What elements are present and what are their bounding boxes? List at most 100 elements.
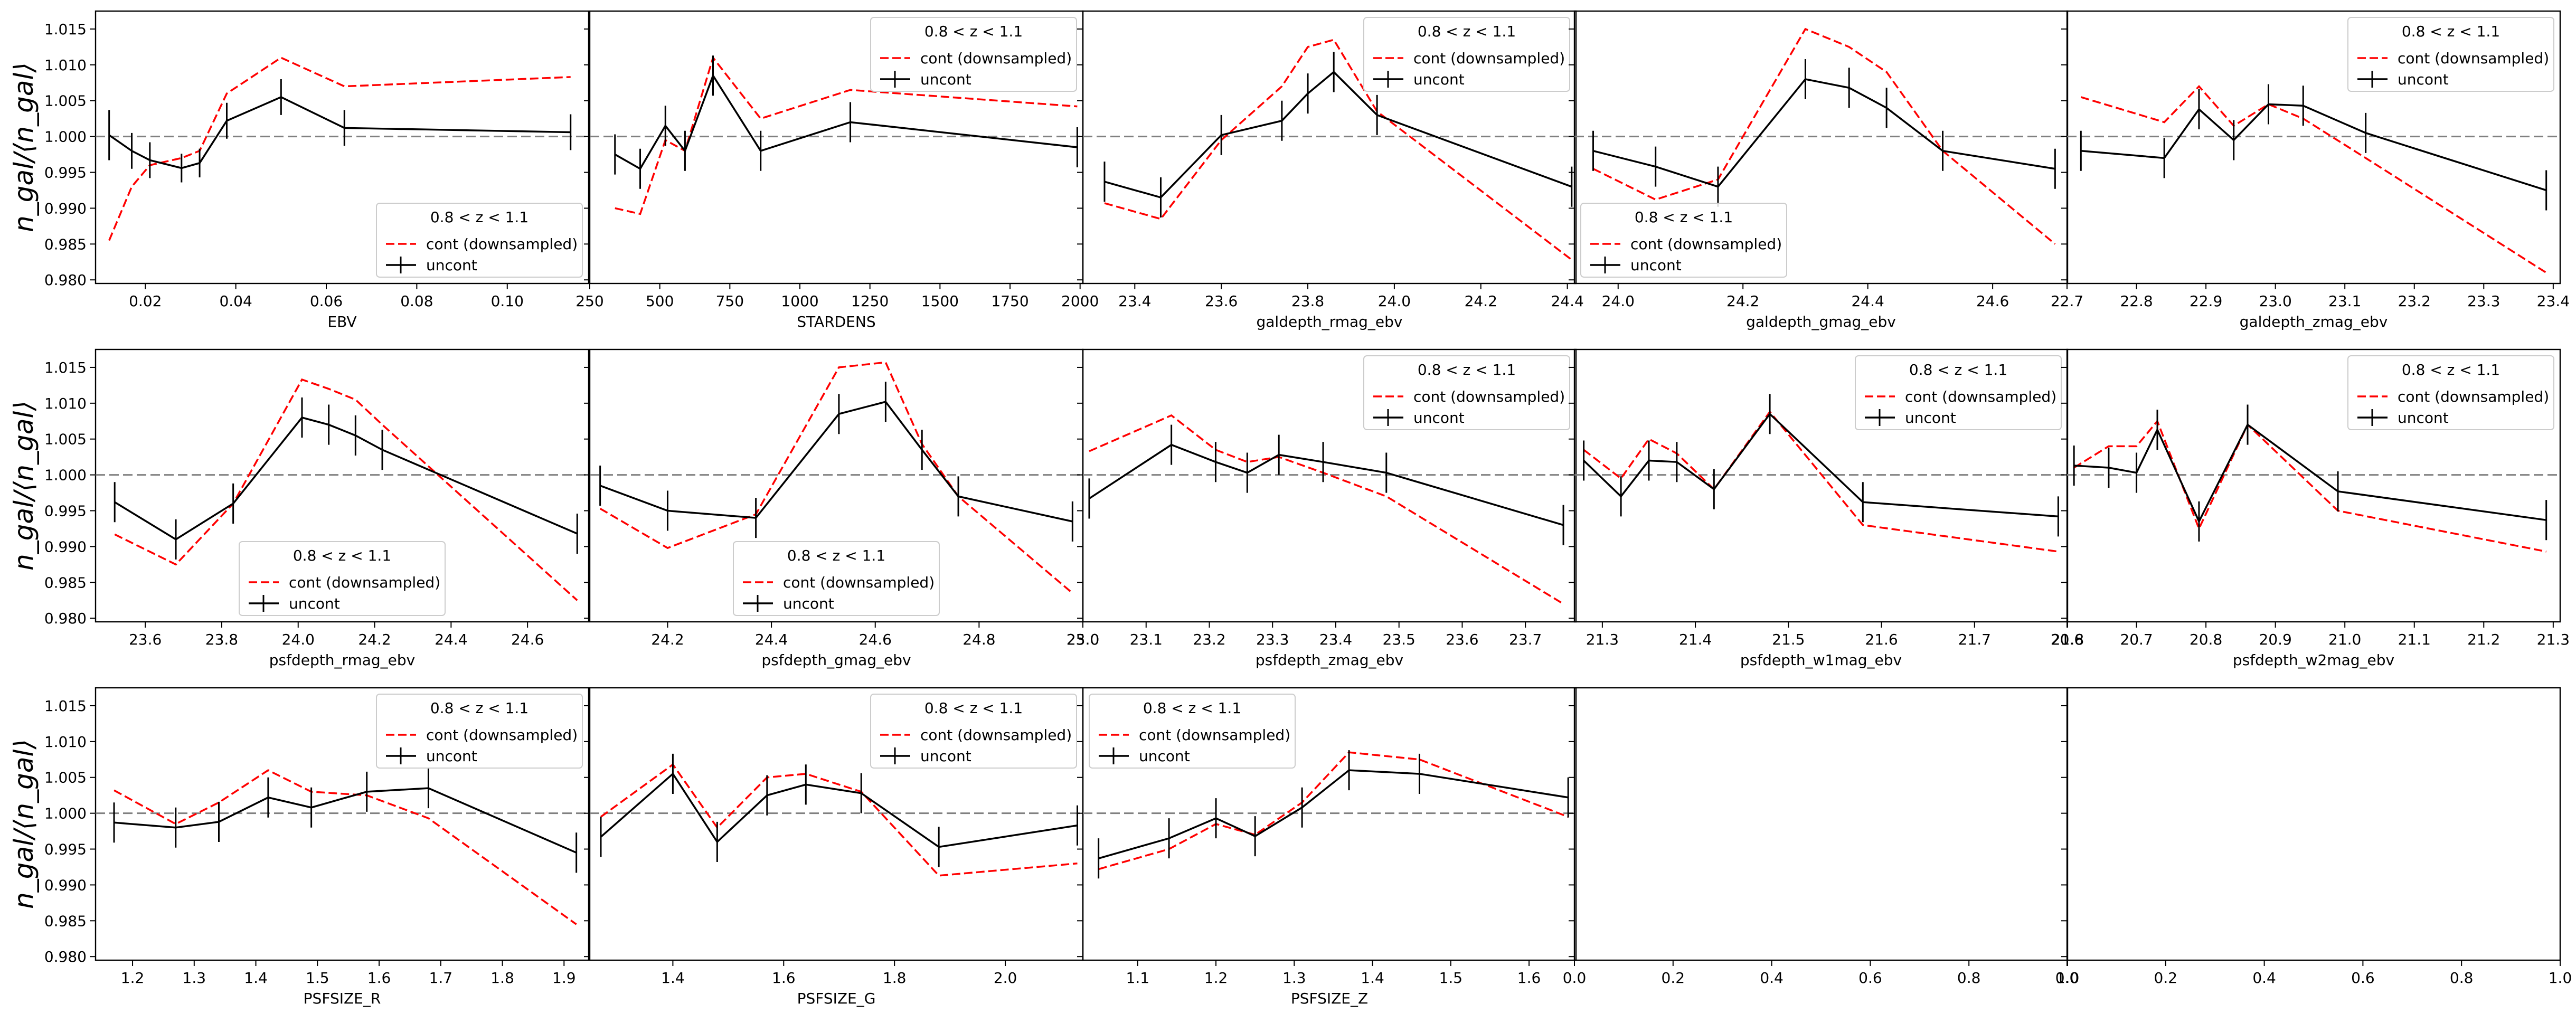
x-tick-label: 24.0 [282, 631, 315, 648]
x-tick-label: 24.0 [1602, 292, 1635, 310]
legend-title: 0.8 < z < 1.1 [924, 23, 1023, 40]
legend-title: 0.8 < z < 1.1 [2402, 23, 2500, 40]
legend-uncont-label: uncont [289, 595, 340, 612]
x-tick-label: 23.0 [1067, 631, 1099, 648]
x-tick-label: 21.4 [1679, 631, 1712, 648]
y-tick-label: 0.990 [44, 876, 87, 894]
legend-uncont-label: uncont [426, 257, 477, 274]
x-tick-label: 0.04 [219, 292, 252, 310]
uncont-series-line [1089, 443, 1564, 526]
x-tick-label: 23.4 [2537, 292, 2570, 310]
x-tick-label: 0.4 [2252, 969, 2276, 987]
x-axis-label: galdepth_zmag_ebv [2240, 313, 2388, 330]
y-tick-label: 1.000 [44, 805, 87, 822]
legend-title: 0.8 < z < 1.1 [1909, 361, 2007, 378]
legend: 0.8 < z < 1.1 cont (downsampled) uncont [870, 17, 1077, 92]
x-tick-label: 22.9 [2190, 292, 2222, 310]
x-tick-label: 2000 [1061, 292, 1099, 310]
x-tick-label: 20.9 [2259, 631, 2291, 648]
legend: 0.8 < z < 1.1 cont (downsampled) uncont [733, 541, 940, 616]
cont-series-line [114, 378, 578, 601]
x-tick-label: 1750 [991, 292, 1028, 310]
legend: 0.8 < z < 1.1 cont (downsampled) uncont [2347, 355, 2554, 430]
x-tick-label: 23.8 [1291, 292, 1324, 310]
legend-cont-label: cont (downsampled) [426, 726, 578, 744]
x-tick-label: 0.06 [310, 292, 343, 310]
x-tick-label: 1.1 [1126, 969, 1150, 987]
y-tick-label: 1.015 [44, 21, 87, 38]
x-tick-label: 23.4 [1118, 292, 1151, 310]
axes-frame [2066, 687, 2561, 961]
x-tick-label: 24.2 [651, 631, 684, 648]
y-tick-label: 1.010 [44, 395, 87, 412]
y-tick-label: 0.985 [44, 235, 87, 253]
legend-uncont-label: uncont [1630, 257, 1682, 274]
x-tick-label: 21.5 [1772, 631, 1805, 648]
subplot-7: 24.2 24.4 24.6 24.8 25.0 psfdepth_gmag_ebv 0.8… [584, 348, 1099, 669]
x-tick-label: 1.8 [883, 969, 907, 987]
x-tick-label: 1.4 [661, 969, 685, 987]
uncont-series-line [600, 401, 1073, 523]
x-tick-label: 0.0 [2055, 969, 2079, 987]
x-tick-label: 21.6 [1865, 631, 1898, 648]
cont-series-line [600, 763, 1078, 877]
x-tick-label: 21.8 [2051, 631, 2084, 648]
cont-series-line [1098, 751, 1569, 870]
legend-cont-label: cont (downsampled) [426, 235, 578, 253]
legend-uncont-label: uncont [2398, 409, 2449, 427]
legend-cont-label: cont (downsampled) [1413, 388, 1565, 405]
y-tick-label: 0.980 [44, 610, 87, 627]
y-tick-label: 0.995 [44, 503, 87, 520]
legend-box [1580, 203, 1787, 278]
x-tick-label: 24.4 [435, 631, 467, 648]
x-tick-label: 1.6 [1517, 969, 1541, 987]
y-axis-label: n_gal/⟨n_gal⟩ [8, 62, 39, 232]
y-tick-label: 1.010 [44, 733, 87, 751]
legend: 0.8 < z < 1.1 cont (downsampled) uncont [376, 203, 583, 278]
legend: 0.8 < z < 1.1 cont (downsampled) uncont [1580, 203, 1787, 278]
legend: 0.8 < z < 1.1 cont (downsampled) uncont [1855, 355, 2062, 430]
x-tick-label: 23.1 [1130, 631, 1163, 648]
legend-title: 0.8 < z < 1.1 [293, 547, 391, 564]
x-tick-label: 1.9 [552, 969, 576, 987]
legend-box [376, 203, 583, 278]
axes-frame [2066, 348, 2561, 623]
cont-series-line [1104, 39, 1572, 261]
x-axis-label: galdepth_rmag_ebv [1256, 313, 1402, 330]
x-tick-label: 24.4 [1851, 292, 1884, 310]
x-tick-label: 250 [575, 292, 603, 310]
uncont-series-line [114, 787, 577, 854]
legend: 0.8 < z < 1.1 cont (downsampled) uncont [2347, 17, 2554, 92]
subplot-11: 1.2 1.3 1.4 1.5 1.6 1.7 1.8 1.9 PSFSIZE_R 1.015 1.… [44, 687, 590, 1007]
x-tick-label: 24.4 [1551, 292, 1583, 310]
x-axis-label: PSFSIZE_R [304, 990, 381, 1007]
x-tick-label: 1.6 [772, 969, 796, 987]
subplot-9: 21.3 21.4 21.5 21.6 21.7 21.8 psfdepth_w1mag_e… [1569, 348, 2084, 669]
legend-cont-label: cont (downsampled) [1139, 726, 1290, 744]
uncont-series-line [600, 772, 1078, 848]
y-tick-label: 0.990 [44, 538, 87, 555]
y-tick-label: 1.015 [44, 697, 87, 715]
legend-uncont-label: uncont [920, 71, 971, 88]
legend-cont-label: cont (downsampled) [2398, 50, 2549, 67]
legend-box [870, 694, 1077, 769]
legend-cont-label: cont (downsampled) [783, 574, 935, 591]
y-tick-label: 1.010 [44, 56, 87, 74]
x-tick-label: 24.6 [859, 631, 892, 648]
subplot-6: 23.6 23.8 24.0 24.2 24.4 24.6 psfdepth_rmag_eb… [44, 348, 590, 669]
x-tick-label: 23.6 [1446, 631, 1478, 648]
x-tick-label: 1000 [781, 292, 818, 310]
x-tick-label: 0.10 [491, 292, 524, 310]
x-tick-label: 23.5 [1383, 631, 1416, 648]
x-tick-label: 21.1 [2398, 631, 2431, 648]
x-tick-label: 1.8 [490, 969, 514, 987]
subplot-3: 23.4 23.6 23.8 24.0 24.2 24.4 galdepth_rmag_eb… [1077, 10, 1584, 330]
legend-box [376, 694, 583, 769]
x-axis-label: STARDENS [797, 313, 875, 330]
legend-uncont-label: uncont [1413, 71, 1465, 88]
subplot-8: 23.0 23.1 23.2 23.3 23.4 23.5 23.6 23.7 psfdepth… [1067, 348, 1577, 669]
x-tick-label: 1.2 [121, 969, 145, 987]
x-tick-label: 23.4 [1319, 631, 1352, 648]
uncont-series-line [614, 73, 1078, 170]
